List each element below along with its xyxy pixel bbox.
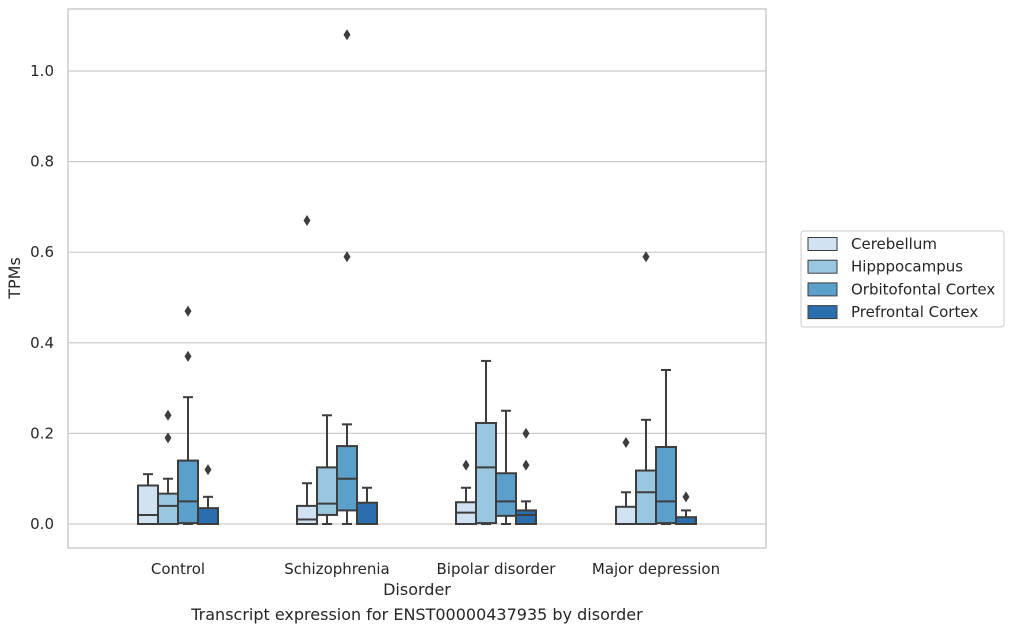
boxes-layer (137, 29, 697, 526)
box-iqr (615, 505, 637, 526)
x-axis-label: Disorder (383, 580, 451, 599)
figure-caption: Transcript expression for ENST0000043793… (191, 605, 643, 624)
plot-frame (67, 8, 767, 549)
y-tick-label: 1.0 (30, 62, 54, 80)
outlier-point (622, 436, 630, 448)
box-iqr (356, 501, 378, 526)
outlier-point (184, 350, 192, 362)
box-iqr (157, 492, 179, 525)
box-iqr (296, 504, 318, 526)
box-iqr (675, 516, 697, 526)
outlier-point (343, 29, 351, 41)
box-iqr (495, 472, 517, 517)
legend-label: Cerebellum (851, 235, 937, 253)
outlier-point (343, 251, 351, 263)
box-cerebellum (137, 473, 159, 525)
box-iqr (177, 459, 199, 525)
box-prefrontal-cortex (356, 486, 378, 526)
box-orbitofontal-cortex (336, 29, 358, 525)
outlier-point (164, 432, 172, 444)
legend-label: Prefrontal Cortex (851, 303, 978, 321)
box-iqr (655, 445, 677, 525)
box-orbitofontal-cortex (495, 409, 517, 525)
box-hipppocampus (157, 409, 179, 525)
outlier-point (522, 459, 530, 471)
x-tick-label: Major depression (592, 560, 720, 578)
y-tick-label: 0.4 (30, 334, 54, 352)
y-tick-label: 0.6 (30, 243, 54, 261)
box-prefrontal-cortex (197, 464, 219, 525)
legend-swatch (807, 237, 838, 251)
y-axis-label: TPMs (5, 257, 24, 300)
legend-frame (800, 230, 1005, 328)
x-tick-label: Control (151, 560, 205, 578)
y-axis: 0.0 0.2 0.4 0.6 0.8 1.0 (30, 62, 54, 533)
outlier-point (184, 305, 192, 317)
box-prefrontal-cortex (515, 427, 537, 526)
outlier-point (204, 464, 212, 476)
legend: Cerebellum Hipppocampus Orbitofontal Corte… (800, 230, 1005, 328)
box-iqr (635, 469, 657, 525)
y-tick-label: 0.8 (30, 153, 54, 171)
box-prefrontal-cortex (675, 491, 697, 526)
y-tick-label: 0.2 (30, 424, 54, 442)
x-axis: Control Schizophrenia Bipolar disorder Majo… (151, 560, 720, 578)
outlier-point (522, 427, 530, 439)
box-iqr (475, 421, 497, 525)
legend-swatch (807, 305, 838, 320)
box-orbitofontal-cortex (177, 305, 199, 525)
y-tick-label: 0.0 (30, 515, 54, 533)
box-hipppocampus (635, 251, 657, 525)
x-tick-label: Schizophrenia (284, 560, 389, 578)
legend-swatch (807, 259, 838, 274)
outlier-point (682, 491, 690, 503)
box-hipppocampus (475, 359, 497, 525)
box-iqr (197, 507, 219, 525)
outlier-point (164, 409, 172, 421)
box-iqr (515, 509, 537, 526)
outlier-point (303, 214, 311, 226)
box-hipppocampus (316, 414, 338, 525)
x-tick-label: Bipolar disorder (437, 560, 557, 578)
legend-label: Orbitofontal Cortex (851, 280, 995, 298)
legend-label: Hipppocampus (851, 258, 963, 276)
legend-swatch (807, 282, 838, 297)
box-cerebellum (296, 482, 318, 526)
outlier-point (462, 459, 470, 471)
box-cerebellum (455, 459, 477, 526)
box-cerebellum (615, 436, 637, 526)
outlier-point (642, 251, 650, 263)
box-iqr (316, 466, 338, 516)
box-orbitofontal-cortex (655, 368, 677, 525)
box-iqr (137, 484, 159, 525)
